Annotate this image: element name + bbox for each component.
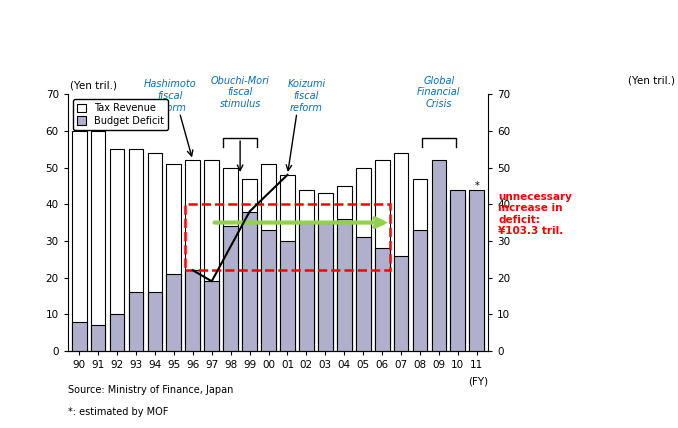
Bar	[394, 153, 408, 351]
Bar	[242, 211, 257, 351]
Bar	[110, 314, 125, 351]
Text: Source: Ministry of Finance, Japan: Source: Ministry of Finance, Japan	[68, 385, 233, 395]
Text: Hashimoto
fiscal
reform: Hashimoto fiscal reform	[144, 79, 197, 113]
Text: (Yen tril.): (Yen tril.)	[70, 80, 117, 90]
Bar	[148, 153, 162, 351]
Text: (Yen tril.): (Yen tril.)	[628, 76, 675, 86]
Bar	[299, 223, 314, 351]
Bar	[167, 274, 181, 351]
Bar	[337, 186, 352, 351]
Bar	[242, 178, 257, 351]
Bar	[72, 321, 87, 351]
Text: *: estimated by MOF: *: estimated by MOF	[68, 407, 168, 416]
Bar	[185, 160, 200, 351]
Bar	[204, 281, 219, 351]
Bar	[431, 201, 446, 351]
Legend: Tax Revenue, Budget Deficit: Tax Revenue, Budget Deficit	[73, 99, 168, 130]
Bar	[318, 193, 333, 351]
Bar	[261, 230, 276, 351]
Bar	[394, 256, 408, 351]
Bar	[375, 248, 389, 351]
Text: Obuchi-Mori
fiscal
stimulus: Obuchi-Mori fiscal stimulus	[211, 76, 270, 109]
Bar	[469, 197, 484, 351]
Text: (FY): (FY)	[468, 377, 488, 386]
Text: unnecessary
increase in
deficit:
¥103.3 tril.: unnecessary increase in deficit: ¥103.3 …	[498, 192, 572, 236]
Bar	[223, 226, 238, 351]
Bar	[356, 237, 371, 351]
Text: Koizumi
fiscal
reform: Koizumi fiscal reform	[287, 79, 325, 113]
Bar	[110, 149, 125, 351]
Bar	[450, 190, 465, 351]
Bar	[129, 149, 143, 351]
Bar	[450, 197, 465, 351]
Bar	[356, 167, 371, 351]
Bar	[91, 131, 106, 351]
Bar	[318, 223, 333, 351]
Bar	[91, 325, 106, 351]
Bar	[469, 190, 484, 351]
Bar	[261, 164, 276, 351]
Bar	[129, 292, 143, 351]
Bar	[299, 190, 314, 351]
Bar	[167, 164, 181, 351]
Text: Global
Financial
Crisis: Global Financial Crisis	[417, 76, 460, 109]
Bar	[431, 160, 446, 351]
Bar	[413, 230, 427, 351]
Bar	[413, 178, 427, 351]
Text: *: *	[475, 181, 479, 191]
Bar	[280, 175, 295, 351]
Bar	[185, 270, 200, 351]
Bar	[375, 160, 389, 351]
Bar	[148, 292, 162, 351]
Bar	[72, 131, 87, 351]
Bar	[185, 204, 390, 270]
Bar	[223, 167, 238, 351]
Bar	[204, 160, 219, 351]
Bar	[280, 241, 295, 351]
Bar	[337, 219, 352, 351]
